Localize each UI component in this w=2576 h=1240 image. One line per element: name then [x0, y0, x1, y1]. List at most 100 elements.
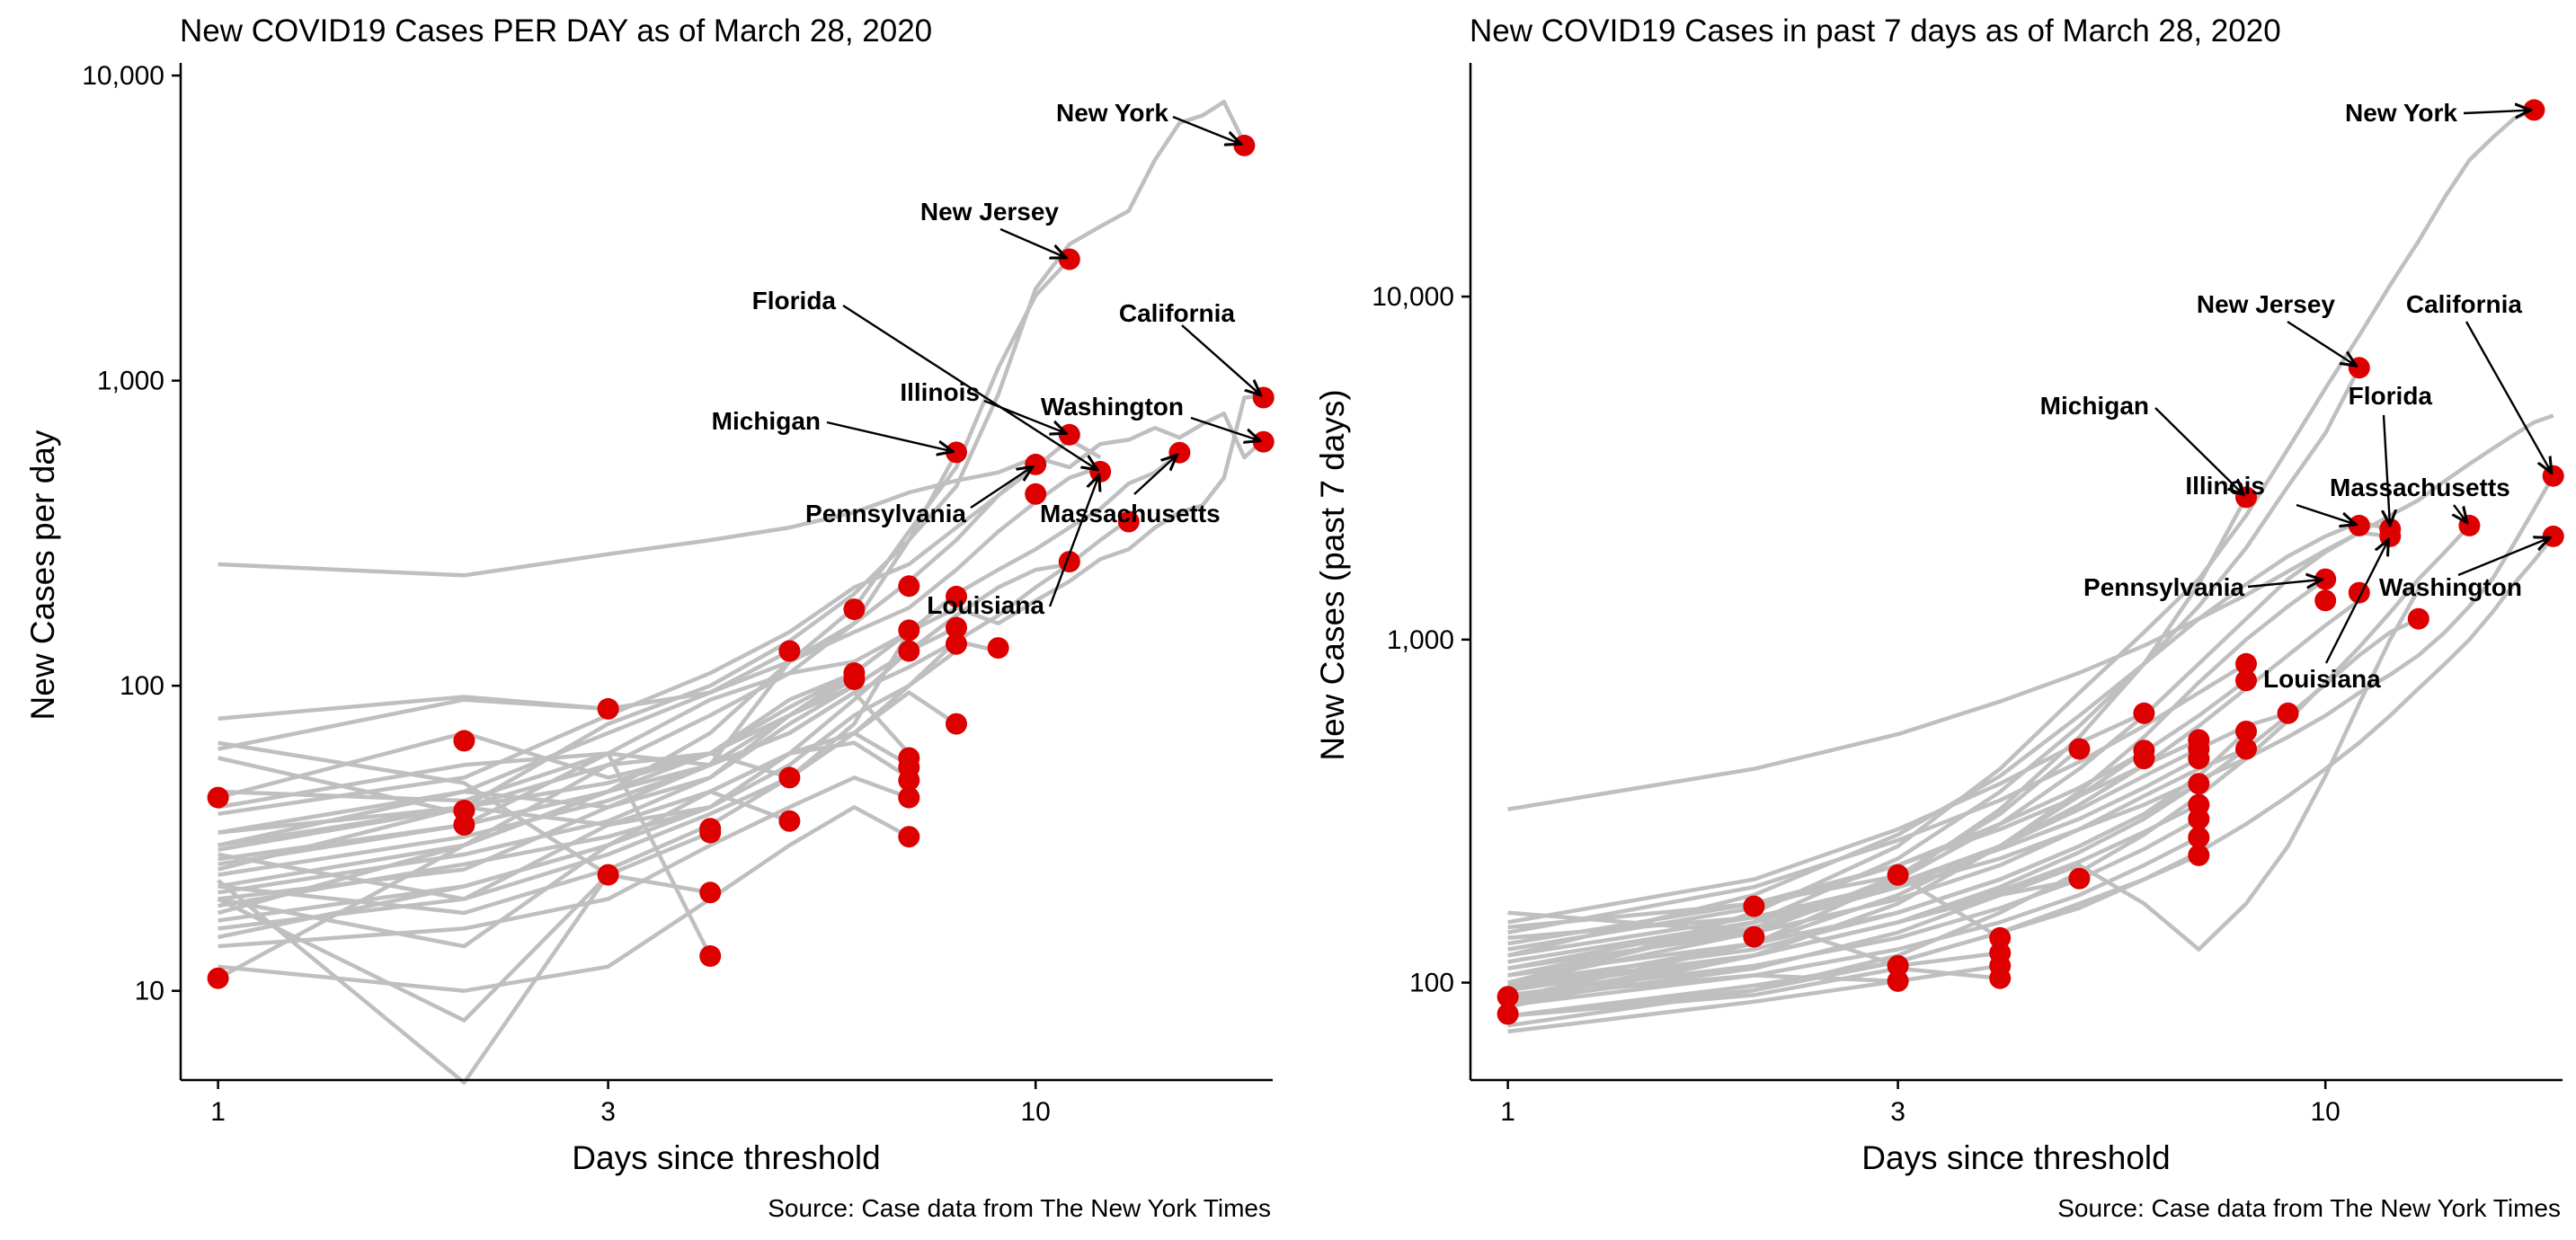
series-lines [217, 100, 1266, 1085]
chart-title: New COVID19 Cases in past 7 days as of M… [1470, 13, 2281, 49]
data-point [2068, 867, 2091, 890]
data-point [843, 669, 866, 690]
state-label: New Jersey [2197, 290, 2336, 318]
y-axis-title: New Cases per day [24, 430, 61, 720]
data-point [2407, 607, 2429, 630]
source-caption: Source: Case data from The New York Time… [2057, 1194, 2561, 1222]
series-line [1507, 979, 1898, 1034]
y-tick-label: 10,000 [82, 61, 164, 91]
chart-title: New COVID19 Cases PER DAY as of March 28… [180, 13, 932, 49]
annotation-leader [2324, 540, 2388, 664]
series-line [1507, 711, 2289, 964]
data-point [2379, 525, 2402, 547]
data-point [1117, 510, 1140, 533]
series-line [218, 756, 465, 816]
data-point [2068, 738, 2091, 760]
data-point [1989, 967, 2012, 989]
series-line [218, 649, 958, 908]
series-lines [1506, 108, 2555, 1034]
annotation-leader [842, 304, 1097, 470]
data-point [2277, 702, 2299, 724]
data-point [1058, 423, 1080, 446]
annotation-leader [2287, 320, 2357, 366]
annotation-leader [1048, 475, 1099, 607]
panel-cases-per-day: New COVID19 Cases PER DAY as of March 28… [24, 13, 1275, 1222]
data-point [1743, 926, 1765, 948]
series-line [1507, 367, 2361, 985]
series-line [218, 695, 608, 722]
data-point [1497, 986, 1519, 1008]
data-point [778, 810, 801, 832]
data-point [2188, 808, 2210, 830]
data-point [207, 786, 229, 809]
state-annotations: New York New Jersey California Michigan Flor… [2040, 99, 2552, 693]
x-axis-ticks: 1 3 10 [1500, 1080, 2341, 1127]
state-label: New York [1056, 99, 1168, 127]
data-point [597, 864, 619, 886]
data-point [898, 826, 920, 848]
y-axis-ticks: 100 1,000 10,000 [1372, 282, 1470, 998]
data-point [1743, 895, 1765, 917]
data-point [778, 640, 801, 662]
series-line [1507, 711, 2145, 925]
annotation-leader [970, 466, 1033, 509]
series-line [218, 411, 1266, 578]
state-label: Washington [2379, 573, 2522, 601]
y-tick-label: 1,000 [97, 367, 164, 396]
data-point [898, 769, 920, 792]
series-line [218, 671, 856, 800]
series-line [218, 592, 958, 835]
source-caption: Source: Case data from The New York Time… [768, 1194, 1271, 1222]
series-line [218, 460, 1037, 916]
data-point [699, 821, 722, 844]
annotation-leader [1181, 324, 1261, 395]
data-point [1497, 1003, 1519, 1025]
state-label: Pennsylvania [805, 500, 966, 527]
x-tick-label: 3 [1890, 1097, 1905, 1127]
data-point [1025, 453, 1047, 475]
x-axis-title: Days since threshold [572, 1139, 880, 1176]
data-point [946, 441, 967, 464]
data-point [1089, 460, 1112, 483]
state-label: Michigan [2040, 392, 2149, 420]
y-axis-ticks: 10 100 1,000 10,000 [82, 61, 181, 1006]
state-label: Washington [1041, 393, 1184, 421]
state-label: Florida [752, 287, 837, 314]
data-point [946, 616, 967, 639]
state-label: Massachusetts [2330, 474, 2510, 501]
annotation-leader [2454, 504, 2467, 523]
state-label: Louisiana [2263, 665, 2381, 693]
data-point [1887, 970, 1909, 992]
state-label: California [1119, 299, 1236, 327]
data-point [2348, 581, 2370, 604]
panel-cases-past-7-days: New COVID19 Cases in past 7 days as of M… [1314, 13, 2564, 1222]
y-axis-title: New Cases (past 7 days) [1314, 389, 1351, 760]
data-point [1025, 483, 1047, 505]
y-tick-label: 10,000 [1372, 282, 1454, 312]
annotation-leader [2154, 407, 2243, 495]
annotation-leader [2465, 321, 2552, 473]
y-tick-label: 1,000 [1387, 625, 1454, 655]
state-label: Illinois [2185, 472, 2265, 500]
data-point [2458, 514, 2481, 536]
data-point [2542, 525, 2564, 547]
data-point [2235, 669, 2257, 692]
x-tick-label: 1 [1500, 1097, 1515, 1127]
data-point [2235, 721, 2257, 742]
annotation-leader [2247, 580, 2322, 587]
data-point [453, 730, 475, 752]
data-point [898, 640, 920, 662]
x-axis-ticks: 1 3 10 [210, 1080, 1051, 1127]
state-label: Louisiana [927, 591, 1044, 619]
data-point [778, 766, 801, 789]
series-line [218, 631, 911, 931]
data-point [453, 814, 475, 836]
annotation-leader [1190, 416, 1260, 441]
series-line [218, 775, 910, 949]
data-points [1497, 99, 2564, 1025]
annotation-leader [826, 421, 953, 452]
series-line [1507, 873, 2002, 940]
series-line [1507, 519, 2391, 958]
series-line [1507, 915, 2001, 969]
